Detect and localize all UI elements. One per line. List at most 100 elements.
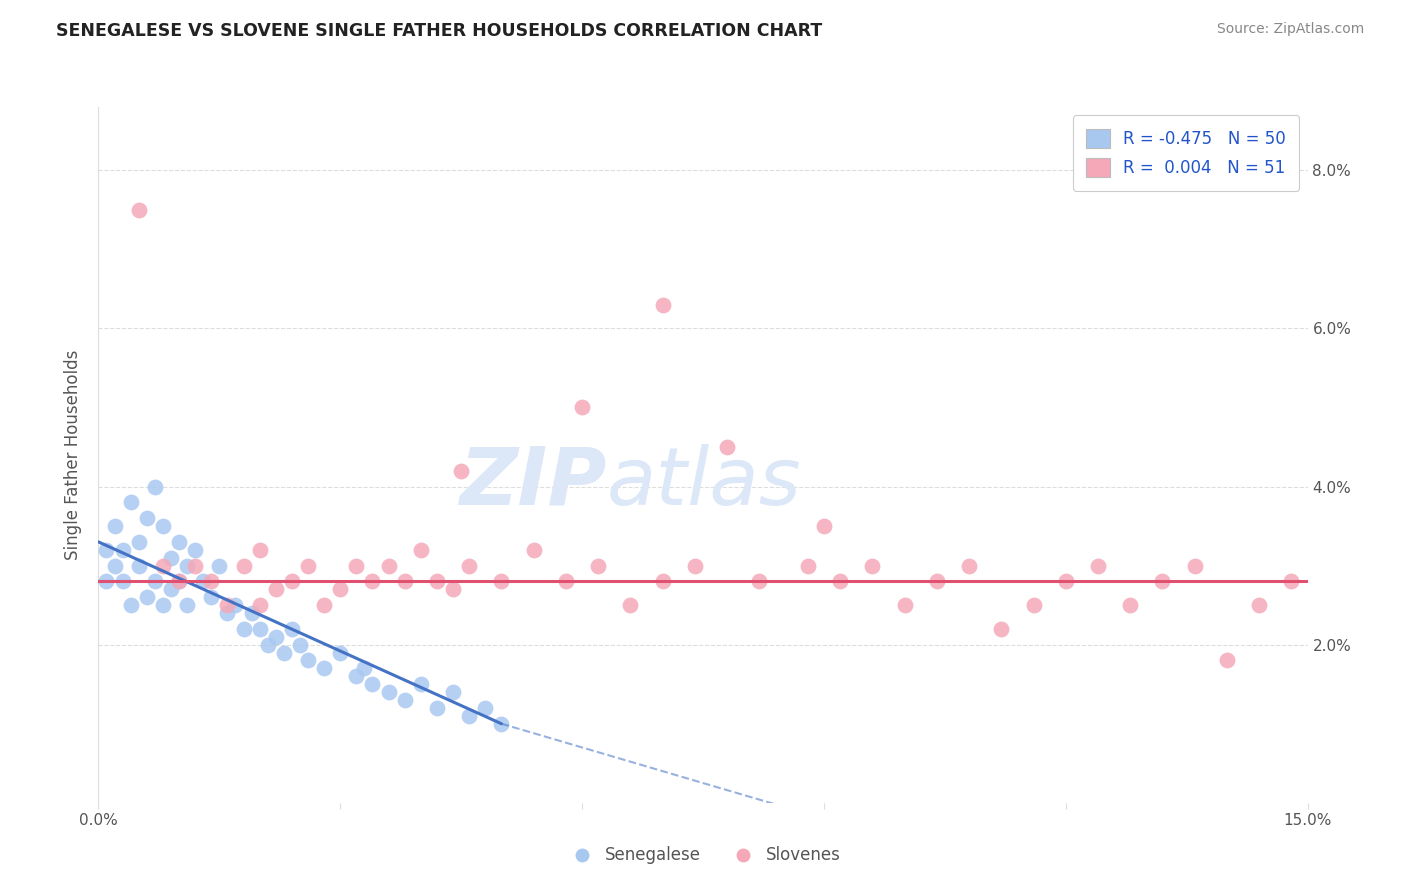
Point (361, 574, 384, 589)
Point (96, 574, 118, 589)
Point (450, 464, 472, 478)
Point (249, 622, 271, 636)
Point (377, 685, 399, 699)
Point (208, 558, 231, 573)
Point (586, 558, 609, 573)
Point (409, 542, 432, 557)
Point (176, 598, 198, 612)
Point (240, 606, 263, 620)
Point (264, 582, 287, 597)
Point (329, 582, 352, 597)
Point (103, 519, 125, 533)
Point (167, 574, 190, 589)
Point (281, 574, 304, 589)
Point (458, 558, 481, 573)
Point (893, 598, 915, 612)
Point (160, 582, 183, 597)
Point (128, 202, 150, 217)
Point (1087, 558, 1109, 573)
Point (135, 511, 157, 525)
Point (394, 574, 416, 589)
Text: Source: ZipAtlas.com: Source: ZipAtlas.com (1216, 22, 1364, 37)
Point (716, 440, 738, 454)
Point (491, 716, 513, 731)
Point (571, 401, 593, 415)
Point (152, 558, 174, 573)
Point (200, 574, 222, 589)
Point (353, 661, 375, 675)
Text: SENEGALESE VS SLOVENE SINGLE FATHER HOUSEHOLDS CORRELATION CHART: SENEGALESE VS SLOVENE SINGLE FATHER HOUS… (56, 22, 823, 40)
Point (409, 677, 432, 691)
Point (176, 558, 198, 573)
Point (651, 298, 673, 312)
Point (288, 638, 311, 652)
Point (555, 574, 578, 589)
Point (217, 598, 239, 612)
Point (200, 591, 222, 605)
Point (1216, 653, 1239, 667)
Point (103, 558, 125, 573)
Point (96, 542, 118, 557)
Point (281, 622, 304, 636)
Point (135, 591, 157, 605)
Point (152, 519, 174, 533)
Point (474, 701, 496, 715)
Point (1281, 574, 1303, 589)
Text: atlas: atlas (606, 443, 801, 522)
Point (523, 542, 546, 557)
Point (120, 495, 142, 509)
Point (297, 653, 319, 667)
Point (256, 638, 278, 652)
Point (441, 685, 464, 699)
Point (426, 574, 449, 589)
Point (224, 598, 246, 612)
Point (361, 677, 384, 691)
Point (1119, 598, 1142, 612)
Point (111, 574, 134, 589)
Point (1249, 598, 1271, 612)
Point (813, 519, 835, 533)
Point (152, 598, 174, 612)
Point (1022, 598, 1045, 612)
Point (329, 646, 352, 660)
Point (426, 701, 449, 715)
Point (297, 558, 319, 573)
Point (797, 558, 820, 573)
Point (1054, 574, 1077, 589)
Point (748, 574, 770, 589)
Point (120, 598, 142, 612)
Point (264, 630, 287, 644)
Y-axis label: Single Father Households: Single Father Households (65, 350, 83, 560)
Point (167, 534, 190, 549)
Point (184, 558, 207, 573)
Text: ZIP: ZIP (458, 443, 606, 522)
Point (167, 574, 190, 589)
Point (128, 558, 150, 573)
Point (193, 574, 215, 589)
Point (860, 558, 883, 573)
Point (828, 574, 851, 589)
Point (441, 582, 464, 597)
Point (394, 693, 416, 707)
Point (651, 574, 673, 589)
Point (232, 622, 254, 636)
Point (1152, 574, 1174, 589)
Point (344, 558, 367, 573)
Point (184, 542, 207, 557)
Point (683, 558, 706, 573)
Point (128, 534, 150, 549)
Point (314, 598, 336, 612)
Point (143, 574, 166, 589)
Point (249, 598, 271, 612)
Point (273, 646, 295, 660)
Point (217, 606, 239, 620)
Point (160, 550, 183, 565)
Point (925, 574, 948, 589)
Point (314, 661, 336, 675)
Point (344, 669, 367, 683)
Point (619, 598, 641, 612)
Point (377, 558, 399, 573)
Point (491, 574, 513, 589)
Point (111, 542, 134, 557)
Point (232, 558, 254, 573)
